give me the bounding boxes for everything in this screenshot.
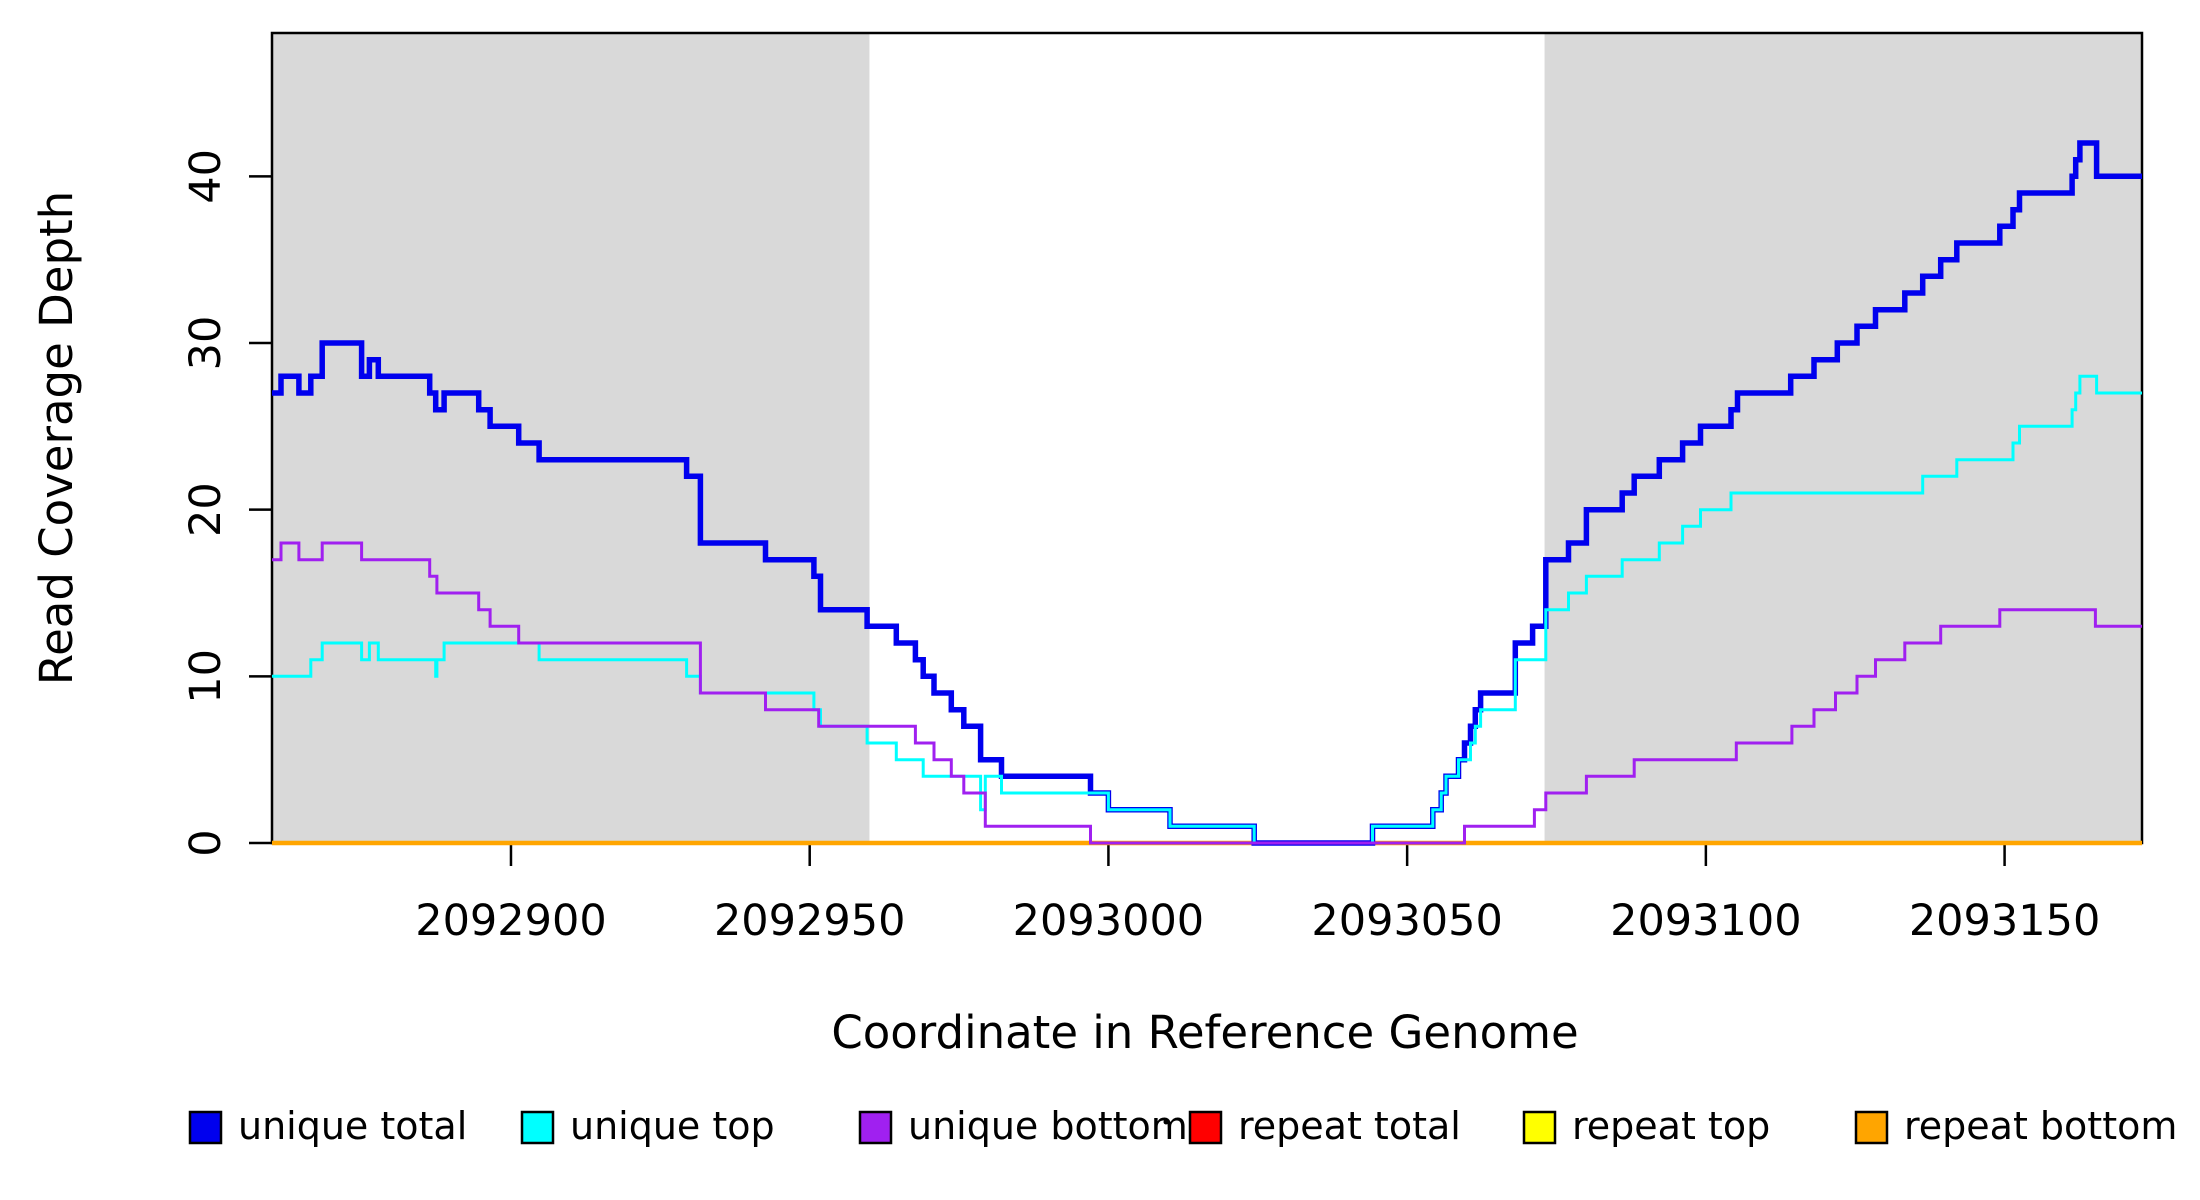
x-tick-label: 2093000 bbox=[1013, 896, 1205, 946]
y-tick-label: 10 bbox=[181, 649, 231, 704]
series-unique-top-line bbox=[272, 374, 2142, 845]
legend-swatch-unique-total bbox=[188, 1110, 223, 1145]
legend-swatch-repeat-top bbox=[1522, 1110, 1557, 1145]
legend-swatch-repeat-total bbox=[1188, 1110, 1223, 1145]
legend-swatch-unique-bottom bbox=[858, 1110, 893, 1145]
x-tick-label: 2093050 bbox=[1311, 896, 1503, 946]
x-tick-label: 2093150 bbox=[1909, 896, 2101, 946]
y-tick-label: 20 bbox=[181, 482, 231, 537]
right-gray-region bbox=[1544, 33, 2142, 843]
legend-swatch-unique-top bbox=[520, 1110, 555, 1145]
y-axis-title: Read Coverage Depth bbox=[30, 191, 83, 685]
y-tick-label: 40 bbox=[181, 149, 231, 204]
legend-label-repeat-top: repeat top bbox=[1572, 1104, 1770, 1148]
legend-swatch-repeat-bottom bbox=[1854, 1110, 1889, 1145]
legend-label-repeat-total: repeat total bbox=[1238, 1104, 1461, 1148]
legend-label-repeat-bottom: repeat bottom bbox=[1904, 1104, 2177, 1148]
x-axis-title: Coordinate in Reference Genome bbox=[831, 1006, 1578, 1059]
x-tick-label: 2093100 bbox=[1610, 896, 1802, 946]
legend-label-unique-top: unique top bbox=[570, 1104, 775, 1148]
left-gray-region bbox=[272, 33, 870, 843]
x-tick-label: 2092900 bbox=[415, 896, 607, 946]
y-tick-label: 30 bbox=[181, 316, 231, 371]
y-tick-label: 0 bbox=[181, 829, 231, 856]
series-unique-bottom-line bbox=[272, 541, 2142, 845]
x-tick-label: 2092950 bbox=[714, 896, 906, 946]
legend-label-unique-total: unique total bbox=[238, 1104, 467, 1148]
legend-stray-dot bbox=[1163, 1119, 1169, 1125]
legend-label-unique-bottom: unique bottom bbox=[908, 1104, 1188, 1148]
